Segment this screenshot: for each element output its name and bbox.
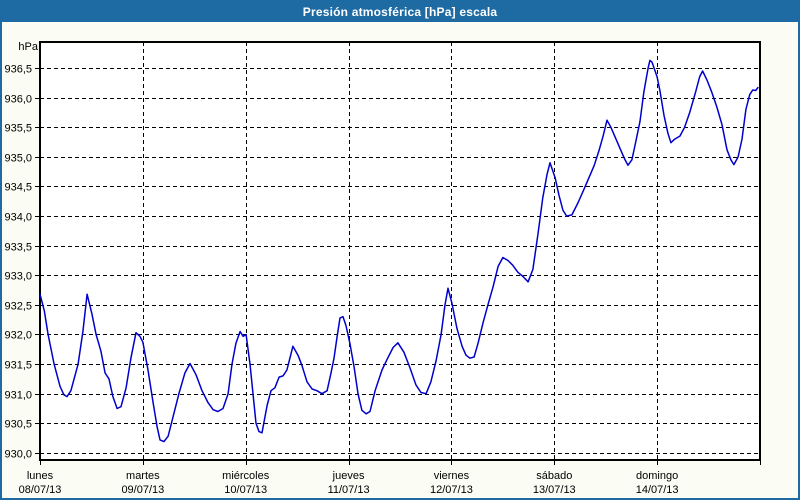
chart-area: 930,0 930,5 931,0 931,5 932,0 932,5 933,0 933,5… xyxy=(2,22,798,498)
y-tick-label: 930,5 xyxy=(4,419,32,431)
y-tick-label: 936,5 xyxy=(4,64,32,76)
x-day-name-label: sábado xyxy=(536,470,572,482)
chart-canvas: 930,0 930,5 931,0 931,5 932,0 932,5 933,0 933,5… xyxy=(4,41,761,496)
x-date-label: 13/07/13 xyxy=(533,484,576,496)
x-day-name-label: miércoles xyxy=(222,470,270,482)
y-tick-label: 933,5 xyxy=(4,242,32,254)
plot-area xyxy=(39,41,761,461)
y-tick-label: 933,0 xyxy=(4,271,32,283)
x-date-label: 12/07/13 xyxy=(430,484,473,496)
y-tick-label: 935,0 xyxy=(4,153,32,165)
title-bar: Presión atmosférica [hPa] escala xyxy=(2,2,798,22)
x-date-label: 08/07/13 xyxy=(19,484,62,496)
x-day-name-label: jueves xyxy=(332,470,365,482)
x-day-name-label: domingo xyxy=(636,470,678,482)
x-date-label: 11/07/13 xyxy=(328,484,370,496)
x-date-label: 09/07/13 xyxy=(121,484,164,496)
y-tick-label: 934,5 xyxy=(4,182,32,194)
y-tick-label: 935,5 xyxy=(4,123,32,135)
pressure-line xyxy=(39,59,759,443)
y-tick-label: 936,0 xyxy=(4,94,32,106)
x-date-label: 14/07/13 xyxy=(636,484,679,496)
y-tick-label: 931,5 xyxy=(4,360,32,372)
y-tick-label: 932,0 xyxy=(4,330,32,342)
x-date-label: 10/07/13 xyxy=(224,484,267,496)
chart-title: Presión atmosférica [hPa] escala xyxy=(302,5,498,19)
y-axis-unit-label: hPa xyxy=(18,41,38,53)
x-day-name-label: martes xyxy=(126,470,160,482)
x-day-name-label: lunes xyxy=(27,470,54,482)
y-tick-label: 930,0 xyxy=(4,449,32,461)
y-tick-label: 934,0 xyxy=(4,212,32,224)
x-day-name-label: viernes xyxy=(434,470,470,482)
y-tick-label: 932,5 xyxy=(4,301,32,313)
y-tick-label: 931,0 xyxy=(4,390,32,402)
